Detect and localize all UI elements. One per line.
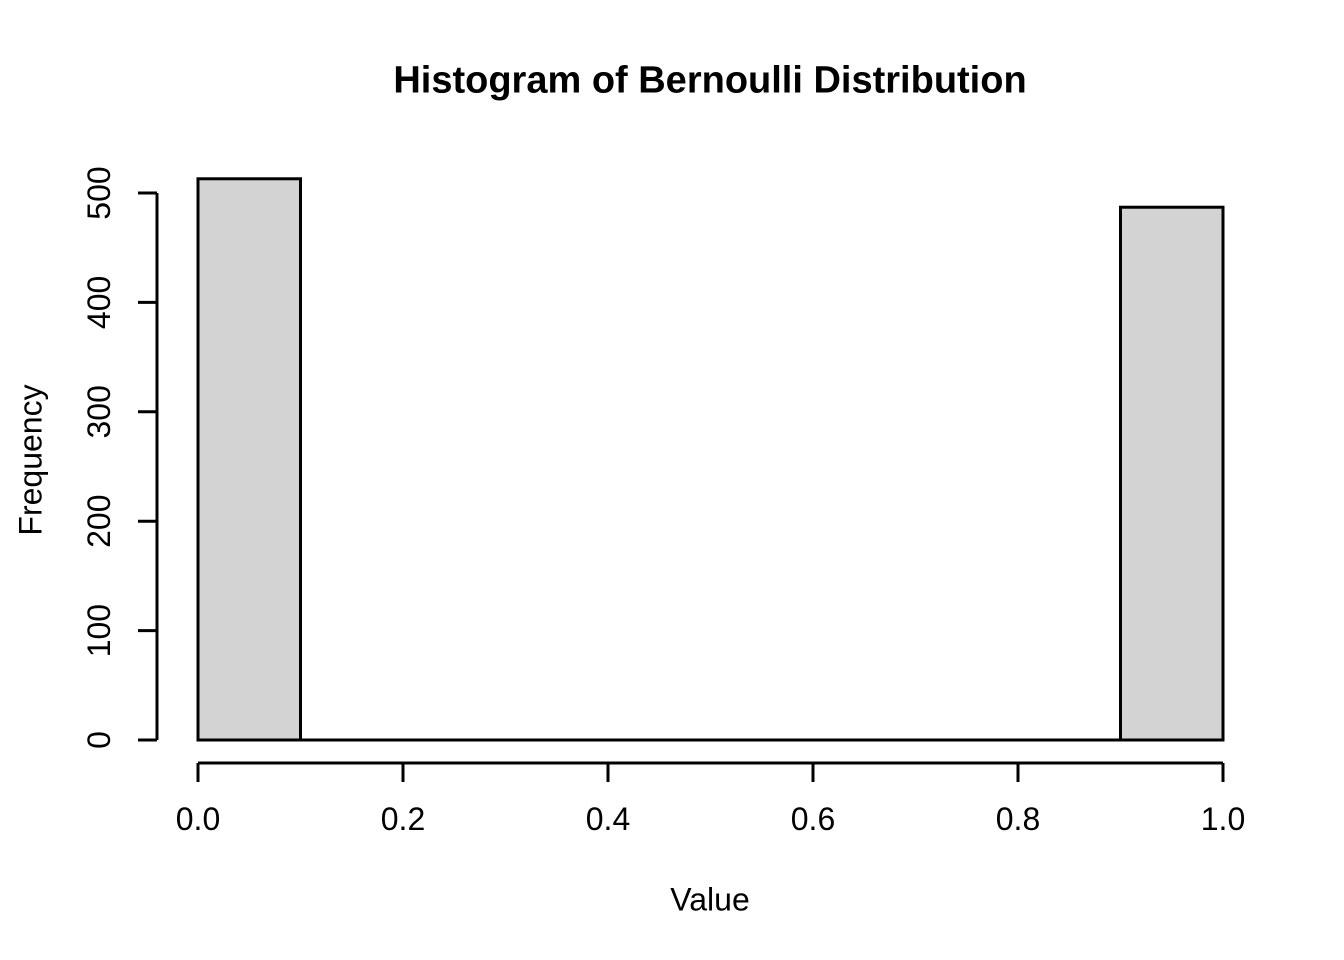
x-tick-label: 0.2	[381, 801, 425, 837]
y-tick-label: 100	[81, 604, 117, 657]
x-tick-label: 0.4	[586, 801, 630, 837]
histogram-bar	[196, 177, 302, 742]
y-axis-label: Frequency	[12, 384, 49, 536]
x-tick-label: 0.6	[791, 801, 835, 837]
x-tick-label: 0.8	[996, 801, 1040, 837]
x-tick-label: 1.0	[1201, 801, 1245, 837]
x-axis-label: Value	[670, 881, 750, 918]
chart-title: Histogram of Bernoulli Distribution	[393, 59, 1027, 102]
y-tick-label: 400	[81, 276, 117, 329]
y-tick-label: 200	[81, 495, 117, 548]
y-tick-label: 300	[81, 385, 117, 438]
histogram-bar	[1119, 205, 1225, 742]
x-tick-label: 0.0	[176, 801, 220, 837]
y-tick-label: 0	[81, 731, 117, 749]
y-tick-label: 500	[81, 166, 117, 219]
